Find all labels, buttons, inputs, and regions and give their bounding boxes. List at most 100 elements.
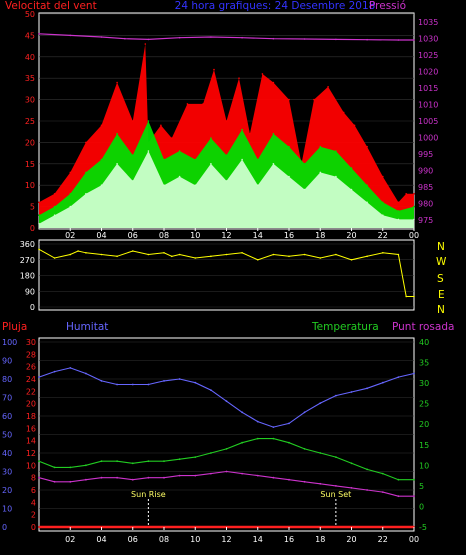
data-point [353,124,356,127]
wind-plot [38,13,415,229]
data-point [194,184,197,186]
data-point [100,476,103,479]
y-tick-label: 30 [25,96,35,105]
data-point [210,452,212,454]
x-tick-label: 06 [128,231,138,240]
data-point [171,255,173,258]
humidity-tick-label: 40 [2,449,12,458]
data-point [186,103,189,105]
data-point [397,478,400,481]
x-tick-label: 04 [96,535,106,544]
wind-series-pressure [38,33,414,41]
data-point [69,480,72,483]
data-point [38,222,40,225]
data-point [397,218,400,221]
data-point [163,158,165,161]
x-tick-label: 18 [315,231,325,240]
humidity-tick-label: 70 [2,394,12,403]
data-point [116,163,118,165]
data-point [178,150,181,152]
x-tick-label: 22 [378,535,388,544]
rain-tick-label: 18 [26,412,36,421]
data-point [69,466,72,469]
x-tick-label: 12 [221,535,231,544]
data-point [225,448,228,450]
data-point [413,495,415,498]
data-point [272,476,275,479]
data-point [241,411,244,414]
pressure-label: Pressió [369,0,406,12]
data-point [131,383,134,386]
y-tick-label: 50 [25,10,35,19]
data-point [225,180,228,182]
data-point [163,252,165,254]
data-point [210,36,212,38]
x-tick-label: 08 [159,535,169,544]
data-point [132,250,134,252]
data-point [225,470,228,473]
x-tick-label: 14 [253,231,263,240]
data-point [272,133,275,135]
rain-tick-label: 12 [26,449,36,458]
data-point [350,259,353,261]
compass-letter: E [438,289,445,301]
data-point [116,255,118,258]
data-point [288,441,290,444]
humidity-tick-label: 60 [2,412,12,421]
data-point [210,255,212,258]
temperature-tick-label: 15 [419,441,429,450]
data-point [213,68,215,71]
temperature-tick-label: 20 [419,420,429,429]
temperature-tick-label: 25 [419,400,429,409]
annotation-label: Sun Rise [131,490,166,499]
y2-tick-label: 1005 [418,117,438,126]
x-tick-label: 20 [346,535,356,544]
x-tick-label: 00 [409,535,419,544]
data-point [163,460,165,463]
rain-tick-label: 26 [26,363,36,372]
data-point [303,163,306,165]
data-point [366,468,368,471]
series-line [38,438,414,481]
direction-series [38,248,414,297]
humidity-tick-label: 80 [2,375,12,384]
data-point [397,253,400,256]
data-point [116,476,118,479]
data-point [53,466,56,469]
direction-panel-frame [38,239,415,311]
data-point [319,145,322,148]
data-point [350,487,353,489]
data-point [85,171,87,174]
data-point [147,253,150,256]
data-point [382,201,384,204]
data-point [178,474,181,477]
y2-tick-label: 980 [418,199,433,208]
data-point [335,175,337,178]
rain-tick-label: 16 [26,424,36,433]
data-point [272,37,275,40]
y-tick-label: 25 [25,117,35,126]
data-point [147,460,150,463]
direction-plot [38,243,415,308]
data-point [319,482,322,485]
data-point [163,184,165,186]
data-point [256,437,259,440]
rain-tick-label: 0 [31,523,36,532]
data-point [413,372,415,375]
y-tick-label: 90 [25,287,35,296]
data-point [147,38,150,41]
data-point [381,381,384,384]
data-point [178,175,181,178]
data-point [241,441,244,444]
data-point [69,193,72,195]
x-tick-label: 14 [253,535,263,544]
data-point [85,252,87,254]
temperature-tick-label: 10 [419,461,429,470]
data-point [257,259,259,261]
data-point [335,150,337,152]
data-point [85,372,87,375]
temperature-tick-label: 5 [419,482,424,491]
dewpoint-label: Punt rosada [392,321,454,333]
data-point [225,154,228,156]
